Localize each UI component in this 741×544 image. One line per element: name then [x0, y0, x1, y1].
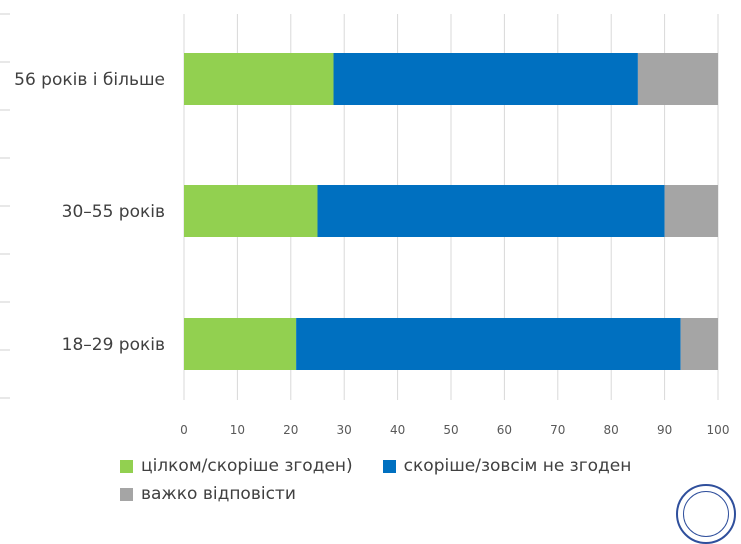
legend-label-agree: цілком/скоріше згоден) — [141, 456, 353, 476]
x-tick-label-30: 30 — [337, 423, 352, 437]
x-tick-label-40: 40 — [390, 423, 405, 437]
bar-1-2 — [296, 318, 681, 370]
x-tick-label-100: 100 — [707, 423, 730, 437]
bar-2-1 — [664, 185, 718, 237]
bar-0-2 — [184, 318, 297, 370]
x-tick-label-0: 0 — [180, 423, 188, 437]
category-label: 30–55 років — [62, 202, 165, 222]
x-tick-label-50: 50 — [443, 423, 458, 437]
bar-0-1 — [184, 185, 318, 237]
legend-item-disagree: скоріше/зовсім не згоден — [382, 456, 632, 476]
x-tick-label-90: 90 — [657, 423, 672, 437]
bar-2-0 — [637, 53, 718, 105]
seal-inner-ring — [683, 491, 729, 537]
legend-swatch-disagree — [382, 459, 396, 473]
category-label: 18–29 років — [62, 335, 165, 355]
legend-swatch-hard-to-say — [120, 487, 133, 501]
bar-0-0 — [184, 53, 334, 105]
category-label: 56 років і більше — [14, 70, 165, 90]
legend-label-disagree: скоріше/зовсім не згоден — [403, 456, 632, 476]
legend: цілком/скоріше згоден) скоріше/зовсім не… — [120, 452, 661, 508]
bar-2-2 — [680, 318, 718, 370]
x-tick-label-60: 60 — [497, 423, 512, 437]
bar-1-0 — [333, 53, 638, 105]
x-tick-label-20: 20 — [283, 423, 298, 437]
x-tick-label-70: 70 — [550, 423, 565, 437]
legend-swatch-agree — [120, 459, 133, 473]
legend-item-agree: цілком/скоріше згоден) — [120, 456, 353, 476]
legend-item-hard-to-say: важко відповісти — [120, 484, 296, 504]
bar-1-1 — [317, 185, 665, 237]
x-tick-label-80: 80 — [604, 423, 619, 437]
seal-logo — [676, 484, 736, 544]
legend-label-hard-to-say: важко відповісти — [141, 484, 296, 504]
x-tick-label-10: 10 — [230, 423, 245, 437]
stacked-bar-chart: 0 10 20 30 40 50 60 70 80 90 100 56 років і більше 3… — [0, 13, 730, 437]
